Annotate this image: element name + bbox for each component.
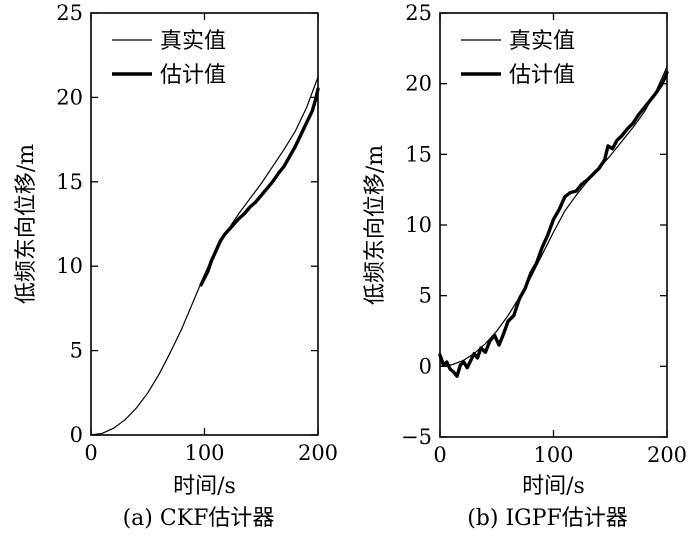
y-tick-label: 15 <box>405 142 432 166</box>
y-tick-label: 25 <box>56 1 83 25</box>
legend-label: 估计值 <box>509 63 575 88</box>
truth-series-line <box>439 66 668 367</box>
estimate-series-line <box>438 70 669 378</box>
y-axis-label: 低频东向位移/m <box>14 144 39 304</box>
x-tick-label: 0 <box>433 443 446 467</box>
y-tick-label: 5 <box>419 284 432 308</box>
x-tick-label: 200 <box>647 443 687 467</box>
truth-series-line <box>90 76 319 436</box>
y-tick-label: −5 <box>401 425 432 449</box>
x-axis-label: 时间/s <box>522 474 585 499</box>
y-tick-label: 10 <box>56 254 83 278</box>
x-tick-label: 200 <box>298 441 338 465</box>
y-tick-label: 0 <box>419 354 432 378</box>
y-axis-label: 低频东向位移/m <box>363 145 388 305</box>
y-tick-label: 20 <box>405 72 432 96</box>
legend-label: 真实值 <box>509 29 575 54</box>
y-tick-label: 0 <box>70 423 83 447</box>
y-tick-label: 20 <box>56 85 83 109</box>
x-tick-label: 100 <box>184 441 224 465</box>
x-tick-label: 0 <box>84 441 97 465</box>
panel-caption: (b) IGPF估计器 <box>467 506 628 531</box>
panel-caption: (a) CKF估计器 <box>123 506 275 531</box>
x-axis-label: 时间/s <box>173 474 236 499</box>
y-tick-label: 15 <box>56 170 83 194</box>
y-tick-label: 10 <box>405 213 432 237</box>
y-tick-label: 25 <box>405 1 432 25</box>
estimate-series-line <box>199 87 320 287</box>
y-tick-label: 5 <box>70 339 83 363</box>
x-tick-label: 100 <box>533 443 573 467</box>
legend-label: 估计值 <box>160 63 226 88</box>
legend-label: 真实值 <box>160 29 226 54</box>
